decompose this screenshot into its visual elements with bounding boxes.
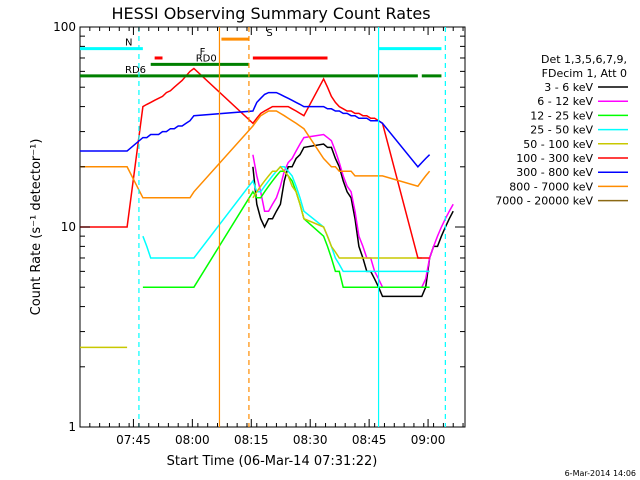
x-tick-label-4: 08:45	[352, 433, 387, 447]
legend-header-line-2: FDecim 1, Att 0	[542, 67, 627, 80]
legend-label-3: 25 - 50 keV	[530, 124, 593, 137]
y-tick-label-1: 10	[61, 220, 76, 234]
vline-layer	[138, 27, 446, 427]
flag-label-2: S	[266, 28, 272, 39]
flag-layer: N F S RD0 RD6	[80, 28, 442, 78]
flag-label-4: RD0	[196, 53, 217, 64]
series-line-4	[80, 165, 422, 349]
y-tick-label-0: 1	[68, 420, 76, 434]
x-ticks: 07:45 08:00 08:15 08:30 08:45 09:00	[79, 27, 464, 447]
x-tick-label-5: 09:00	[411, 433, 446, 447]
legend: Det 1,3,5,6,7,9, FDecim 1, Att 0 3 - 6 k…	[495, 53, 628, 208]
y-tick-label-2: 100	[53, 20, 76, 34]
series-line-3	[142, 166, 430, 273]
plot-frame	[79, 26, 466, 428]
flag-label-1: F	[200, 47, 206, 58]
chart-title: HESSI Observing Summary Count Rates	[111, 4, 430, 23]
x-tick-label-0: 07:45	[116, 433, 151, 447]
legend-label-7: 800 - 7000 keV	[509, 180, 593, 193]
series-line-5	[80, 67, 430, 259]
legend-label-6: 300 - 800 keV	[516, 166, 593, 179]
series-line-6	[80, 91, 431, 168]
y-ticks: 1 10 100	[53, 20, 465, 434]
flag-label-5: RD6	[125, 65, 146, 76]
flag-label-0: N	[125, 38, 132, 49]
legend-label-4: 50 - 100 keV	[523, 138, 593, 151]
series-line-0	[252, 143, 454, 298]
legend-label-1: 6 - 12 keV	[537, 95, 593, 108]
x-tick-label-2: 08:15	[234, 433, 269, 447]
footer-date: 6-Mar-2014 14:06	[565, 469, 636, 478]
x-tick-label-1: 08:00	[175, 433, 210, 447]
legend-label-0: 3 - 6 keV	[544, 81, 593, 94]
series-line-1	[252, 133, 454, 288]
x-axis-label: Start Time (06-Mar-14 07:31:22)	[167, 454, 378, 469]
series-layer	[80, 67, 454, 349]
x-tick-label-3: 08:30	[293, 433, 328, 447]
legend-label-2: 12 - 25 keV	[530, 109, 593, 122]
series-line-7	[80, 110, 431, 199]
legend-header-line-1: Det 1,3,5,6,7,9,	[541, 53, 627, 66]
legend-label-5: 100 - 300 keV	[516, 152, 593, 165]
legend-label-8: 7000 - 20000 keV	[495, 195, 593, 208]
series-line-2	[142, 170, 430, 288]
y-axis-label: Count Rate (s⁻¹ detector⁻¹)	[29, 139, 44, 316]
